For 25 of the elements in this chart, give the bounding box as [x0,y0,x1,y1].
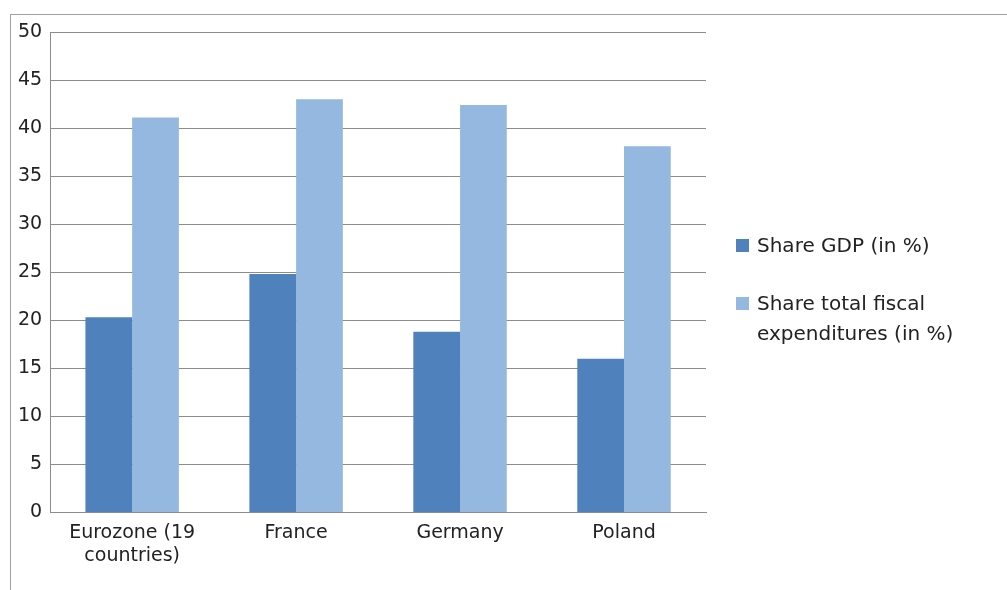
bar [296,99,343,512]
bar [460,105,507,512]
y-tick-label: 35 [17,163,43,186]
x-tick-label: Eurozone (19 countries) [69,519,196,565]
y-tick-label: 15 [17,355,43,378]
x-tick-label: France [264,519,328,542]
y-tick-label: 20 [17,307,43,330]
bar [132,117,179,512]
legend-label: Share total fiscal expenditures (in %) [757,290,955,347]
bar [249,274,297,512]
x-tick-label: Poland [592,519,656,542]
y-tick-label: 25 [17,259,43,282]
y-tick-label: 45 [17,66,43,89]
y-tick-label: 40 [17,115,43,138]
y-tick-label: 0 [30,499,43,522]
bar [624,146,671,512]
x-tick-label: Germany [416,519,504,542]
y-tick-label: 50 [17,18,43,41]
legend-label: Share GDP (in %) [757,232,930,259]
y-tick-label: 30 [17,211,43,234]
bar [577,358,625,512]
y-tick-label: 10 [17,403,43,426]
y-tick-label: 5 [30,451,43,474]
bar [85,317,133,512]
bar [413,331,461,512]
